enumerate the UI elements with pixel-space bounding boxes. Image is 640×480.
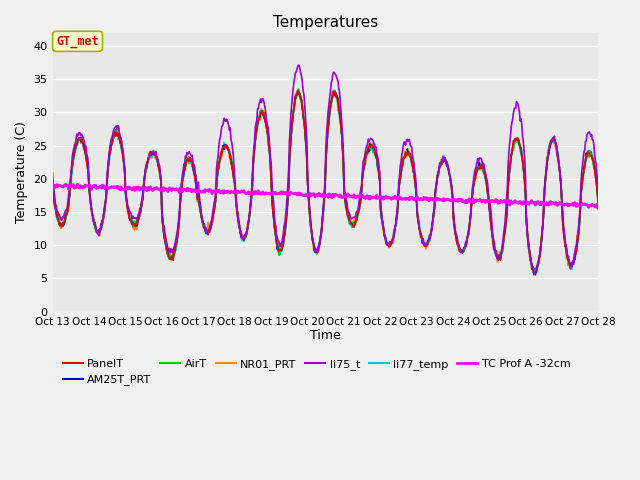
AirT: [595, 203, 602, 209]
NR01_PRT: [393, 221, 401, 227]
NR01_PRT: [533, 269, 541, 275]
NR01_PRT: [595, 205, 602, 211]
li77_temp: [408, 164, 416, 170]
X-axis label: Time: Time: [310, 329, 341, 342]
li77_temp: [49, 180, 56, 186]
AM25T_PRT: [115, 131, 122, 137]
li75_t: [595, 198, 602, 204]
TC Prof A -32cm: [593, 204, 600, 210]
PanelT: [115, 132, 122, 137]
AM25T_PRT: [170, 251, 178, 256]
TC Prof A -32cm: [49, 181, 56, 187]
AirT: [115, 132, 122, 138]
PanelT: [408, 160, 416, 166]
Y-axis label: Temperature (C): Temperature (C): [15, 121, 28, 223]
AM25T_PRT: [59, 221, 67, 227]
NR01_PRT: [115, 131, 122, 136]
li77_temp: [595, 204, 602, 210]
li77_temp: [393, 216, 401, 221]
li77_temp: [294, 87, 301, 93]
AM25T_PRT: [330, 89, 337, 95]
li77_temp: [529, 270, 537, 276]
AM25T_PRT: [532, 272, 540, 278]
AM25T_PRT: [199, 221, 207, 227]
NR01_PRT: [59, 223, 67, 228]
AM25T_PRT: [408, 163, 416, 168]
AirT: [59, 224, 67, 229]
AirT: [393, 215, 401, 221]
li77_temp: [199, 221, 207, 227]
TC Prof A -32cm: [171, 187, 179, 193]
PanelT: [393, 215, 401, 221]
TC Prof A -32cm: [393, 196, 401, 202]
li77_temp: [59, 221, 67, 227]
li75_t: [115, 124, 122, 130]
AM25T_PRT: [49, 177, 56, 182]
NR01_PRT: [294, 87, 302, 93]
Line: NR01_PRT: NR01_PRT: [52, 90, 598, 272]
Title: Temperatures: Temperatures: [273, 15, 378, 30]
PanelT: [49, 177, 56, 183]
li77_temp: [170, 248, 178, 254]
Line: li75_t: li75_t: [52, 65, 598, 273]
AM25T_PRT: [595, 204, 602, 210]
AirT: [294, 86, 302, 92]
Line: AM25T_PRT: AM25T_PRT: [52, 92, 598, 275]
NR01_PRT: [49, 181, 56, 187]
AM25T_PRT: [393, 216, 401, 221]
Line: TC Prof A -32cm: TC Prof A -32cm: [52, 184, 598, 207]
PanelT: [530, 272, 538, 277]
li75_t: [59, 215, 67, 220]
PanelT: [595, 206, 602, 212]
PanelT: [59, 220, 67, 226]
li75_t: [532, 270, 540, 276]
Line: PanelT: PanelT: [52, 91, 598, 275]
Line: AirT: AirT: [52, 89, 598, 272]
AirT: [199, 222, 207, 228]
li75_t: [170, 244, 178, 250]
TC Prof A -32cm: [74, 181, 81, 187]
AirT: [170, 250, 178, 256]
PanelT: [294, 88, 301, 94]
Text: GT_met: GT_met: [56, 35, 99, 48]
NR01_PRT: [199, 220, 207, 226]
TC Prof A -32cm: [59, 184, 67, 190]
TC Prof A -32cm: [595, 202, 602, 207]
Line: li77_temp: li77_temp: [52, 90, 598, 273]
PanelT: [170, 248, 178, 254]
TC Prof A -32cm: [200, 188, 207, 194]
AirT: [49, 179, 56, 184]
Legend: PanelT, AM25T_PRT, AirT, NR01_PRT, li75_t, li77_temp, TC Prof A -32cm: PanelT, AM25T_PRT, AirT, NR01_PRT, li75_…: [58, 355, 575, 390]
PanelT: [199, 218, 207, 224]
TC Prof A -32cm: [408, 196, 416, 202]
NR01_PRT: [408, 159, 416, 165]
li75_t: [408, 152, 416, 158]
li75_t: [393, 213, 401, 219]
li75_t: [49, 170, 56, 176]
li77_temp: [115, 134, 122, 140]
AirT: [408, 162, 416, 168]
li75_t: [294, 62, 302, 68]
NR01_PRT: [170, 248, 178, 254]
li75_t: [199, 218, 207, 224]
AirT: [532, 269, 540, 275]
TC Prof A -32cm: [115, 186, 123, 192]
